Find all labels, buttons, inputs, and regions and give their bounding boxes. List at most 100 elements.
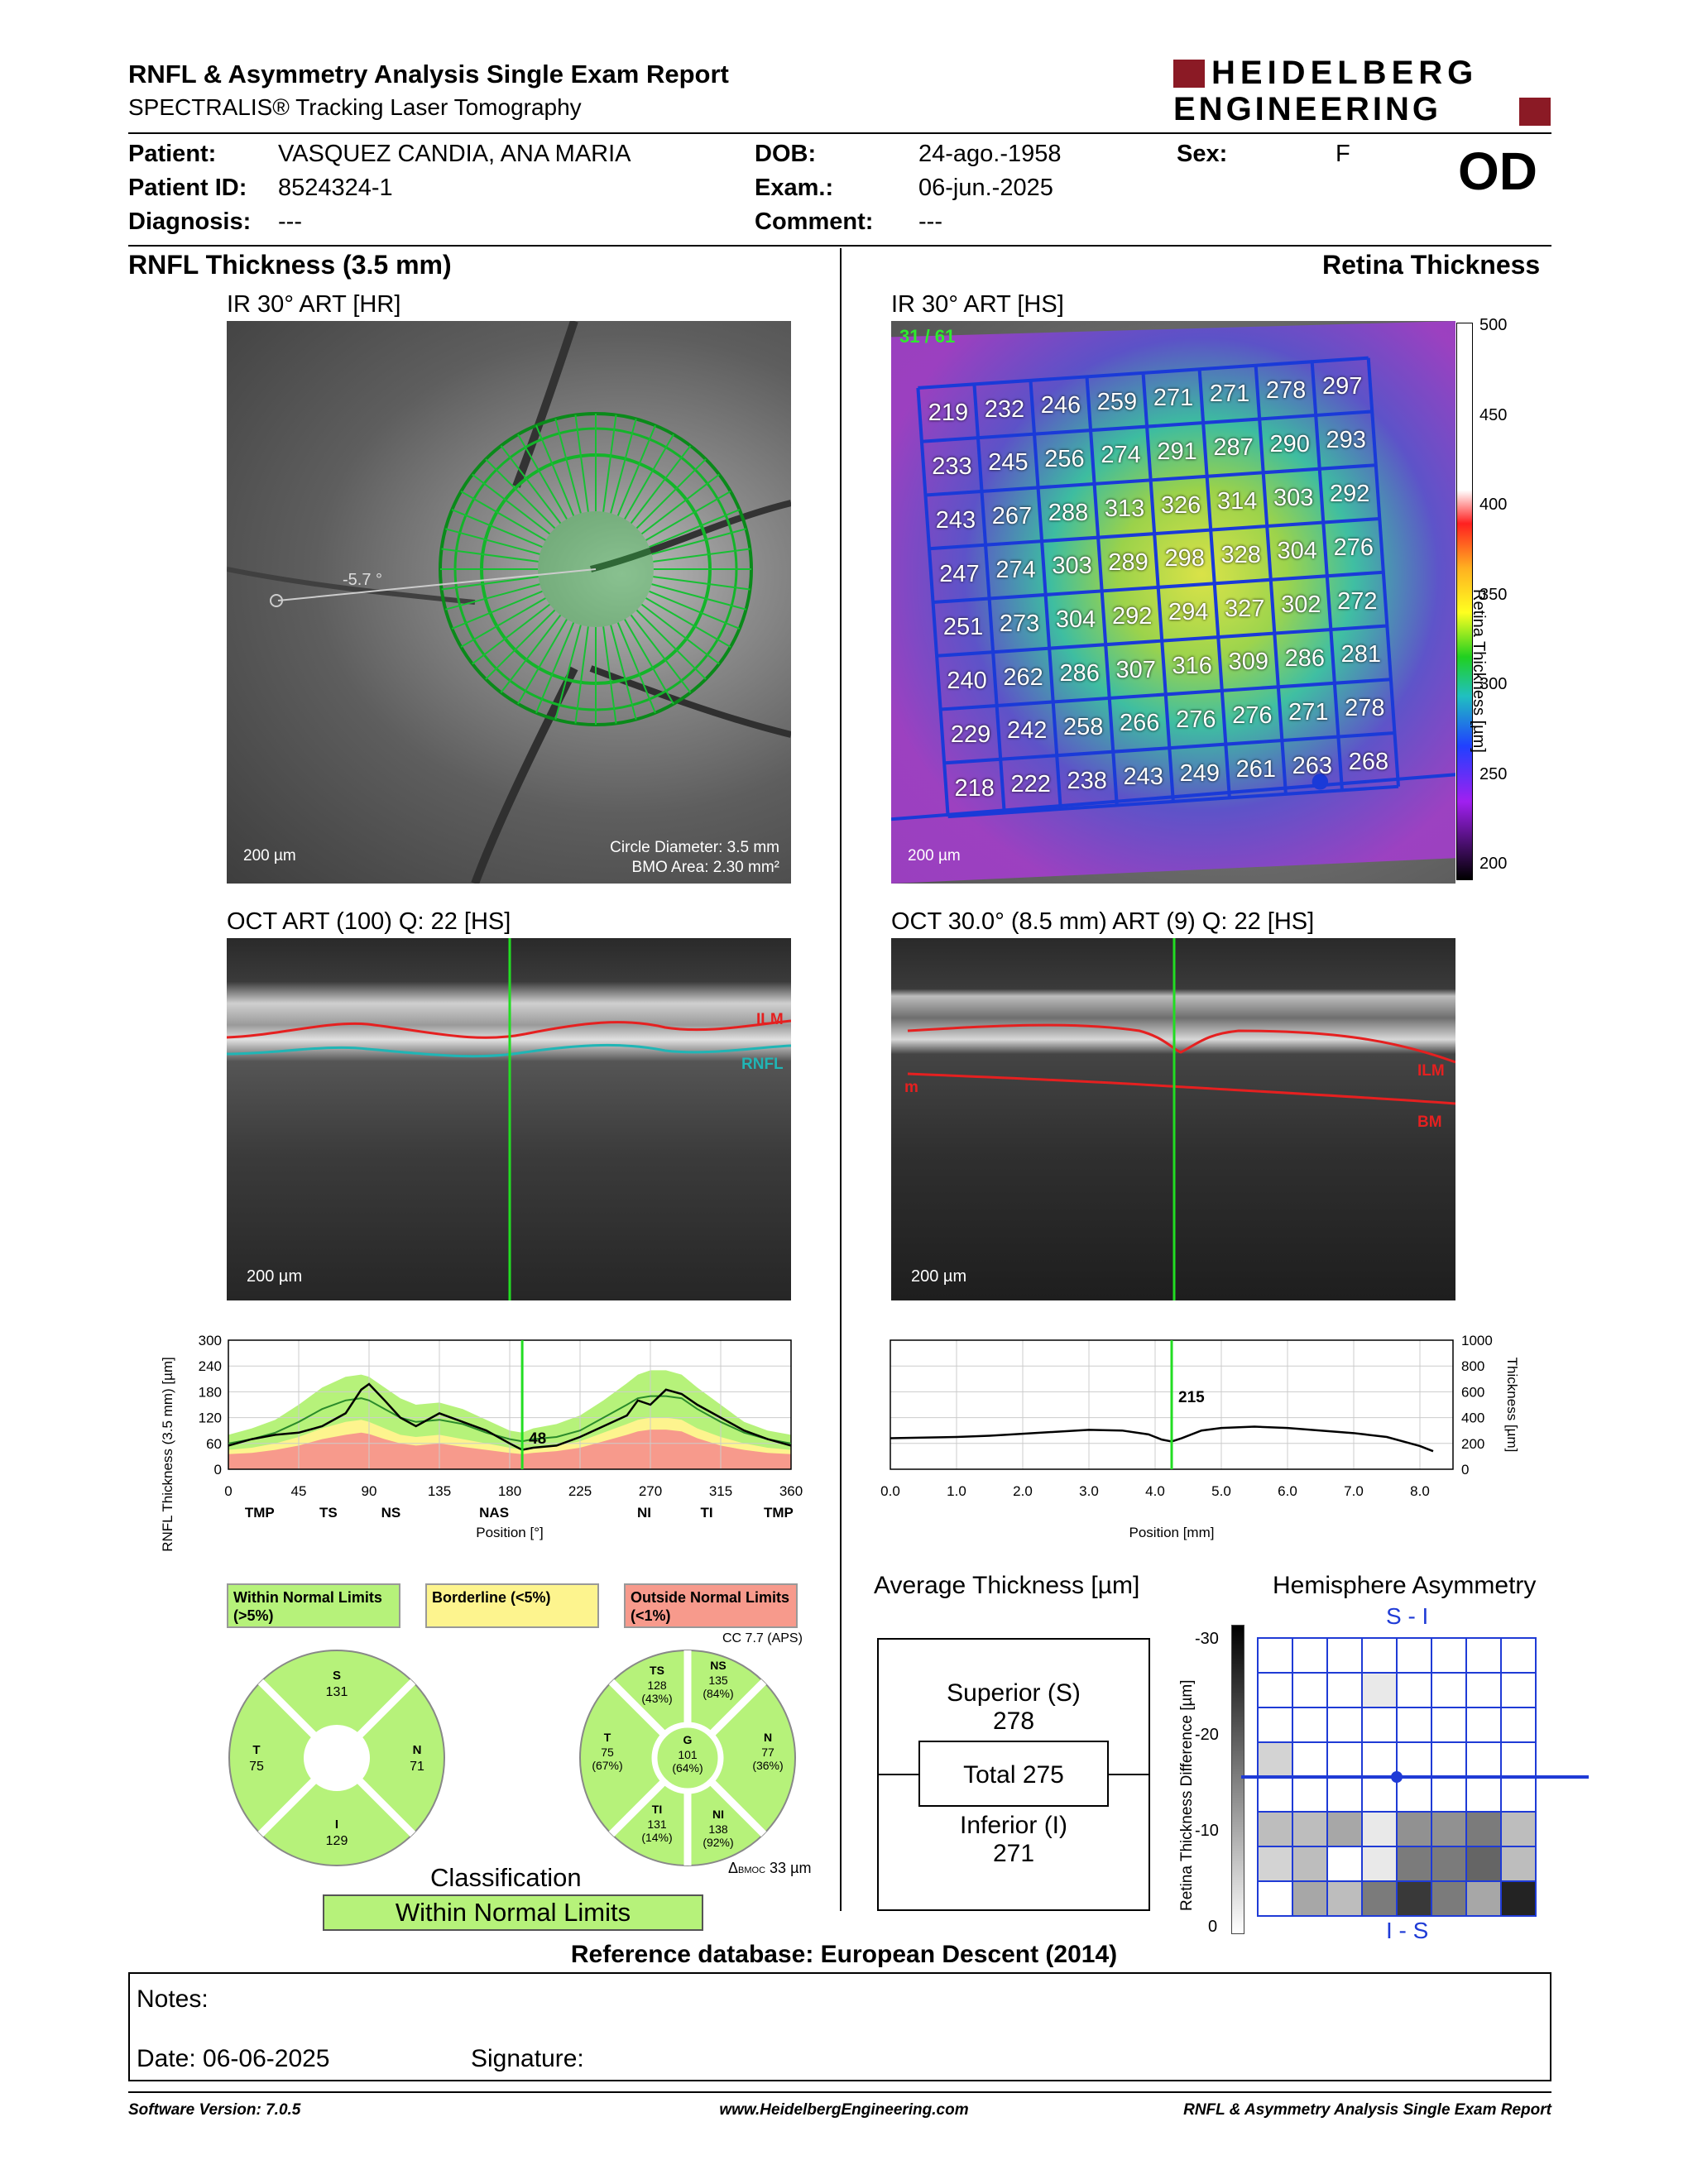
grid-cell-value: 314 — [1216, 488, 1258, 515]
y-tick-label: 240 — [199, 1358, 222, 1374]
asymmetry-cell — [1431, 1811, 1467, 1847]
asymmetry-cell — [1257, 1811, 1293, 1847]
grid-cell-value: 276 — [1176, 706, 1216, 733]
asymmetry-cell — [1361, 1637, 1398, 1674]
x-tick-label: 4.0 — [1145, 1483, 1165, 1499]
asymmetry-cell — [1257, 1637, 1293, 1674]
asymmetry-cell — [1326, 1846, 1363, 1882]
asymmetry-cell — [1257, 1846, 1293, 1882]
grid-cell-value: 233 — [932, 453, 972, 480]
oct-right-title: OCT 30.0° (8.5 mm) ART (9) Q: 22 [HS] — [891, 908, 1315, 935]
grid-cell-value: 293 — [1326, 427, 1366, 454]
asymmetry-cell — [1465, 1846, 1502, 1882]
sector-s-label: S — [333, 1669, 341, 1683]
inferior-value: 271 — [992, 1840, 1035, 1867]
colorbar-tick: 400 — [1479, 496, 1508, 514]
asymmetry-cell — [1465, 1741, 1502, 1778]
oct-right-bm-label: BM — [1417, 1114, 1442, 1131]
asymmetry-cell — [1396, 1707, 1432, 1743]
asymmetry-cell — [1431, 1637, 1467, 1674]
sector-axis-label: TMP — [245, 1505, 275, 1521]
grid-cell-value: 246 — [1040, 392, 1081, 419]
grid-cell-value: 289 — [1108, 548, 1149, 576]
measured-thickness-line — [228, 1382, 792, 1451]
sector-ts-value: 128 — [647, 1679, 667, 1692]
sector-diagram-sextants: TS 128 (43%) NS 135 (84%) T 75 (67%) G 1… — [579, 1650, 796, 1866]
x-tick-label: 360 — [779, 1483, 803, 1499]
asymmetry-cell — [1361, 1880, 1398, 1917]
grid-cell-value: 276 — [1232, 702, 1273, 730]
rnfl-section-title: RNFL Thickness (3.5 mm) — [128, 250, 452, 280]
sector-diagram-quadrants: S 131 T 75 N 71 I 129 — [228, 1650, 445, 1866]
sector-ti-pct: (14%) — [641, 1831, 672, 1844]
grid-cell-value: 292 — [1111, 602, 1153, 630]
grid-cell-value: 326 — [1160, 491, 1201, 519]
grid-cell-value: 261 — [1235, 756, 1277, 783]
comment: --- — [918, 208, 942, 235]
grid-cell-value: 298 — [1164, 545, 1205, 572]
notes-box: Notes: Date: 06-06-2025 Signature: — [128, 1972, 1551, 2081]
asymmetry-cell — [1500, 1637, 1537, 1674]
y-axis-label: Thickness [µm] — [1504, 1358, 1520, 1453]
asymmetry-cell — [1326, 1776, 1363, 1813]
asymmetry-cell — [1396, 1672, 1432, 1708]
ir-fundus-image-left: -5.7 ° 200 µm Circle Diameter: 3.5 mm BM… — [227, 321, 791, 884]
asymmetry-tick: -30 — [1195, 1630, 1219, 1648]
website-link[interactable]: www.HeidelbergEngineering.com — [719, 2101, 969, 2119]
plot-frame — [228, 1339, 792, 1470]
comment-label: Comment: — [755, 208, 874, 235]
patient-id: 8524324-1 — [278, 175, 393, 201]
asymmetry-cell — [1396, 1637, 1432, 1674]
x-axis-label: Position [°] — [476, 1525, 543, 1540]
logo-line-1: HEIDELBERG — [1211, 55, 1479, 91]
average-thickness-box: Superior (S) 278 Total 275 Inferior (I) … — [877, 1638, 1150, 1911]
sector-t-value: 75 — [249, 1760, 264, 1774]
grid-cell-value: 271 — [1288, 698, 1329, 726]
oct-left-title: OCT ART (100) Q: 22 [HS] — [227, 908, 511, 935]
asymmetry-cell — [1257, 1672, 1293, 1708]
asymmetry-cell — [1465, 1637, 1502, 1674]
x-tick-label: 90 — [362, 1483, 377, 1499]
asymmetry-bottom-label: I - S — [1386, 1918, 1429, 1943]
sector-axis-label: TS — [319, 1505, 338, 1521]
grid-cell-value: 268 — [1348, 748, 1389, 775]
cursor-value: 215 — [1178, 1389, 1205, 1406]
asymmetry-cell — [1326, 1707, 1363, 1743]
bmo-area: BMO Area: 2.30 mm² — [631, 859, 779, 876]
fovea-marker — [1391, 1771, 1403, 1783]
oct-right-ilm-label: ILM — [1417, 1062, 1445, 1080]
grid-cell-value: 273 — [999, 610, 1040, 637]
x-tick-label: 8.0 — [1410, 1483, 1430, 1499]
superior-label: Superior (S) — [947, 1679, 1081, 1707]
asymmetry-cell — [1431, 1880, 1467, 1917]
asymmetry-colorbar — [1231, 1625, 1244, 1934]
grid-cell-value: 274 — [995, 556, 1036, 583]
asymmetry-cell — [1500, 1776, 1537, 1813]
sector-i-label: I — [335, 1818, 338, 1832]
grid-cell-value: 303 — [1052, 553, 1092, 580]
diagnosis-label: Diagnosis: — [128, 208, 252, 235]
grid-cell-value: 256 — [1044, 445, 1085, 472]
y-tick-label: 180 — [199, 1384, 222, 1400]
colorbar-tick: 450 — [1479, 405, 1508, 424]
sex-label: Sex: — [1177, 141, 1228, 167]
grid-cell-value: 232 — [984, 395, 1025, 423]
circle-diameter: Circle Diameter: 3.5 mm — [610, 839, 779, 856]
eye-laterality: OD — [1458, 141, 1537, 201]
grid-cell-value: 328 — [1220, 541, 1261, 568]
asymmetry-cell — [1326, 1672, 1363, 1708]
y-tick-label: 600 — [1461, 1384, 1484, 1400]
ir-left-title: IR 30° ART [HR] — [227, 291, 401, 318]
notes-label: Notes: — [137, 1985, 209, 2013]
colorbar-tick: 200 — [1479, 855, 1508, 873]
grid-cell-value: 278 — [1265, 376, 1307, 404]
grid-cell-value: 218 — [954, 774, 995, 802]
rnfl-thickness-chart: 0 60 120 180 240 300 0 45 90 135 180 225 270 315 360 TM… — [160, 1333, 803, 1552]
asymmetry-cell — [1257, 1741, 1293, 1778]
grid-cell-value: 297 — [1321, 373, 1363, 400]
grid-cell-value: 262 — [1003, 663, 1043, 691]
asymmetry-cell — [1396, 1846, 1432, 1882]
sector-ns-value: 135 — [708, 1674, 728, 1687]
column-divider — [840, 248, 842, 1911]
asymmetry-cell — [1257, 1880, 1293, 1917]
